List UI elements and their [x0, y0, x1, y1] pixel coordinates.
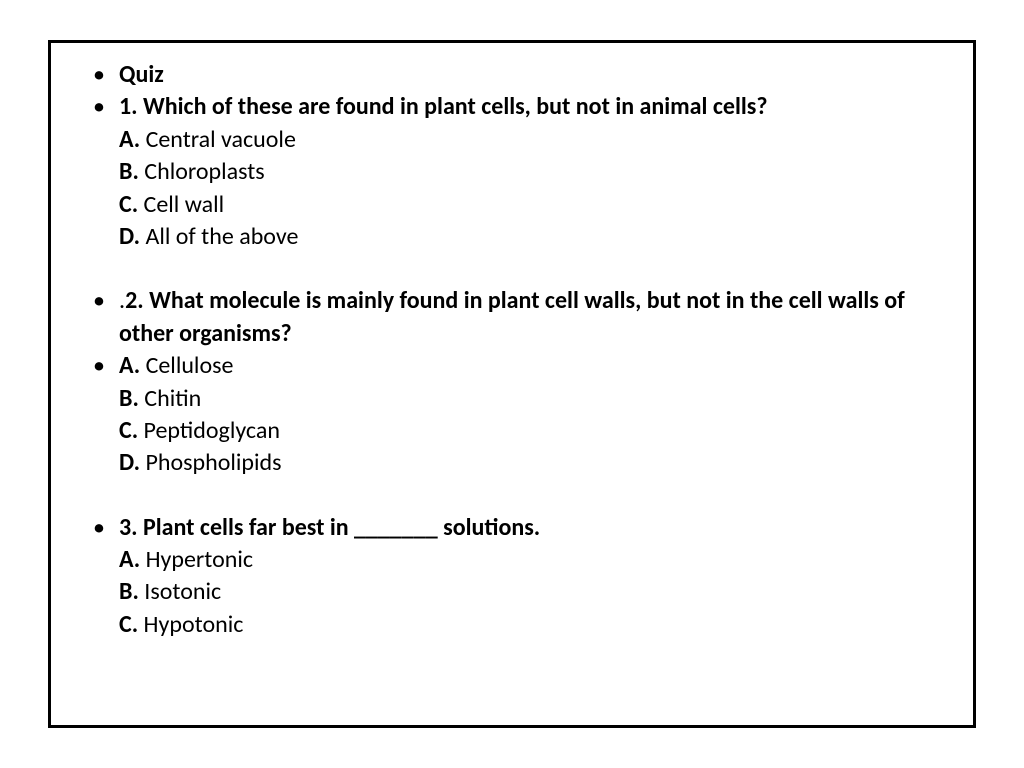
q1-option-a: A. Central vacuole: [119, 124, 941, 156]
q3-option-c: C. Hypotonic: [119, 609, 941, 641]
q1-option-c: C. Cell wall: [119, 189, 941, 221]
q1-opt-c-label: C.: [119, 190, 138, 219]
spacer-2: [83, 480, 941, 512]
q3-opt-a-label: A.: [119, 545, 140, 574]
q3-option-b: B. Isotonic: [119, 576, 941, 608]
q2-opt-b-text: Chitin: [139, 384, 201, 413]
q3-option-a: A. Hypertonic: [119, 544, 941, 576]
q1-opt-d-text: All of the above: [140, 222, 298, 251]
quiz-list: Quiz 1. Which of these are found in plan…: [83, 59, 941, 641]
question-3-item: 3. Plant cells far best in _______ solut…: [83, 512, 941, 642]
q3-opt-a-text: Hypertonic: [140, 545, 253, 574]
q1-opt-a-label: A.: [119, 125, 140, 154]
q1-opt-b-label: B.: [119, 157, 139, 186]
slide-container: Quiz 1. Which of these are found in plan…: [48, 40, 976, 728]
spacer-1: [83, 253, 941, 285]
q1-opt-a-text: Central vacuole: [140, 125, 296, 154]
q2-option-c: C. Peptidoglycan: [119, 415, 941, 447]
question-1-item: 1. Which of these are found in plant cel…: [83, 91, 941, 253]
question-3-text: 3. Plant cells far best in _______ solut…: [119, 513, 540, 542]
q3-opt-c-text: Hypotonic: [138, 610, 243, 639]
q2-options-item: A. Cellulose B. Chitin C. Peptidoglycan …: [83, 350, 941, 480]
q1-opt-b-text: Chloroplasts: [139, 157, 265, 186]
q1-opt-c-text: Cell wall: [138, 190, 224, 219]
q2-opt-d-text: Phospholipids: [140, 448, 281, 477]
q3-opt-b-label: B.: [119, 577, 139, 606]
q3-opt-b-text: Isotonic: [139, 577, 221, 606]
quiz-title: Quiz: [119, 60, 164, 89]
q2-opt-c-label: C.: [119, 416, 138, 445]
q2-opt-b-label: B.: [119, 384, 139, 413]
question-2-item: .2. What molecule is mainly found in pla…: [83, 285, 941, 350]
question-1-text: 1. Which of these are found in plant cel…: [119, 92, 767, 121]
q2-option-b: B. Chitin: [119, 383, 941, 415]
q3-opt-c-label: C.: [119, 610, 138, 639]
question-2-text: 2. What molecule is mainly found in plan…: [119, 286, 905, 347]
q2-opt-a-label: A.: [119, 351, 140, 380]
q1-option-d: D. All of the above: [119, 221, 941, 253]
q1-option-b: B. Chloroplasts: [119, 156, 941, 188]
q1-opt-d-label: D.: [119, 222, 140, 251]
q2-opt-a-text: Cellulose: [140, 351, 233, 380]
quiz-title-item: Quiz: [83, 59, 941, 91]
q2-option-d: D. Phospholipids: [119, 447, 941, 479]
q2-option-a: A. Cellulose: [119, 351, 233, 380]
q2-opt-c-text: Peptidoglycan: [138, 416, 280, 445]
q2-opt-d-label: D.: [119, 448, 140, 477]
